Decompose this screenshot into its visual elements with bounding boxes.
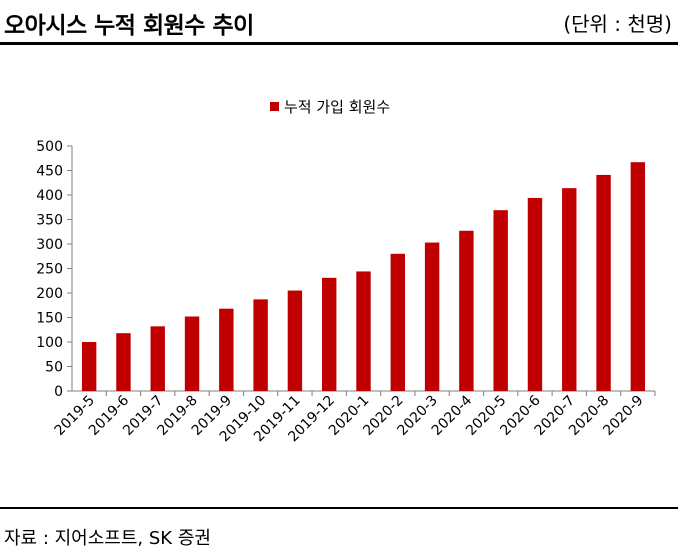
- bar: [219, 308, 234, 391]
- y-tick-label: 300: [36, 237, 63, 253]
- y-tick-label: 400: [36, 188, 63, 204]
- bar: [527, 197, 543, 391]
- chart-header: 오아시스 누적 회원수 추이 (단위 : 천명): [0, 0, 678, 44]
- y-tick-label: 0: [54, 384, 63, 400]
- y-tick-label: 150: [36, 311, 63, 327]
- y-tick-label: 250: [36, 262, 63, 278]
- legend-swatch: [270, 102, 279, 111]
- y-tick-label: 350: [36, 213, 63, 229]
- bar: [150, 326, 165, 391]
- bar: [184, 316, 200, 391]
- bottom-rule: [0, 507, 678, 509]
- bar: [459, 230, 474, 391]
- bar: [253, 299, 268, 391]
- y-tick-label: 50: [45, 360, 63, 376]
- y-tick-label: 450: [36, 164, 63, 180]
- bar: [424, 242, 440, 391]
- bar: [390, 253, 405, 391]
- bar: [493, 210, 508, 391]
- unit-label: (단위 : 천명): [563, 12, 672, 36]
- chart-title: 오아시스 누적 회원수 추이: [4, 13, 254, 39]
- bar: [116, 333, 131, 391]
- top-rule: [0, 42, 678, 45]
- bar: [630, 162, 646, 391]
- source-note: 자료 : 지어소프트, SK 증권: [4, 528, 211, 549]
- legend-label: 누적 가입 회원수: [284, 98, 390, 116]
- bar: [562, 188, 577, 391]
- bar: [287, 290, 303, 391]
- bar-chart: 누적 가입 회원수0501001502002503003504004505002…: [36, 98, 656, 445]
- bar: [81, 342, 97, 391]
- bar: [356, 271, 371, 391]
- y-tick-label: 500: [36, 139, 63, 155]
- y-tick-label: 100: [36, 335, 63, 351]
- bar: [322, 277, 337, 391]
- y-tick-label: 200: [36, 286, 63, 302]
- bar: [596, 174, 611, 391]
